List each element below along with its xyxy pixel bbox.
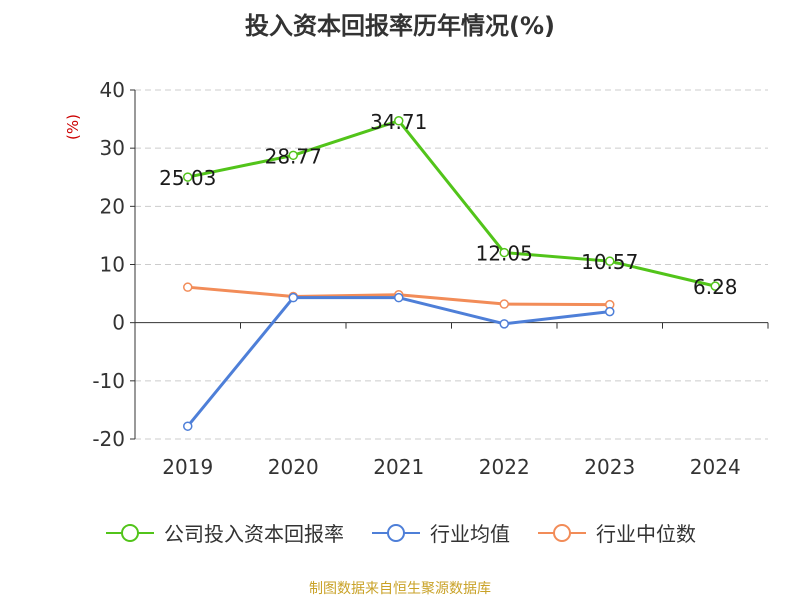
legend-label: 行业中位数 [596,522,696,546]
data-point [499,247,509,258]
series-line [187,119,716,288]
data-point [183,421,193,431]
legend-label: 公司投入资本回报率 [164,522,344,546]
data-label: 28.77 [265,144,322,168]
data-point [499,319,509,329]
x-tick-label: 2021 [373,455,424,479]
x-tick-label: 2022 [479,455,530,479]
grid-layer [135,89,768,440]
legend-swatch [538,523,586,542]
data-point [394,116,404,126]
y-tick-label: -10 [92,369,125,393]
data-point [605,256,615,266]
x-tick-label: 2019 [162,455,213,479]
data-label: 6.28 [693,275,738,299]
legend-item: 行业均值 [370,518,510,547]
y-tick-label: -20 [92,427,125,451]
data-point [183,172,193,182]
data-point [605,306,615,317]
legend-swatch [372,523,420,542]
data-point [499,299,509,309]
x-tick-label: 2024 [690,455,741,479]
data-label: 34.71 [370,110,427,134]
data-point [710,281,720,291]
legend-swatch [106,523,154,542]
series-line [186,296,610,428]
y-tick-label: 40 [100,78,125,102]
x-tick-label: 2020 [268,455,319,479]
y-axis-label: (%) [64,114,82,140]
axis-layer: 40 30 20 10 0 -10 -20 2019 2020 2021 2022 2023 2024 (… [64,78,769,479]
legend-item: 公司投入资本回报率 [104,518,344,547]
data-label: 25.03 [159,166,216,190]
source-note: 制图数据来自恒生聚源数据库 [309,581,491,597]
y-tick-label: 30 [100,136,125,160]
legend-label: 行业均值 [430,522,510,546]
data-point [288,150,298,161]
data-point [288,292,298,303]
y-tick-label: 10 [100,253,125,277]
series-layer [183,116,720,431]
data-point [394,292,404,303]
legend: 公司投入资本回报率 行业均值 行业中位数 [0,518,800,547]
y-tick-label: 0 [112,311,125,335]
data-label: 10.57 [581,250,638,274]
x-tick-label: 2023 [584,455,635,479]
legend-item: 行业中位数 [536,518,696,547]
data-label: 12.05 [476,242,533,266]
label-layer: 25.03 28.77 34.71 12.05 10.57 6.28 [159,110,737,299]
chart-title: 投入资本回报率历年情况(%) [245,12,555,40]
y-tick-label: 20 [100,194,125,218]
data-point [183,282,193,292]
